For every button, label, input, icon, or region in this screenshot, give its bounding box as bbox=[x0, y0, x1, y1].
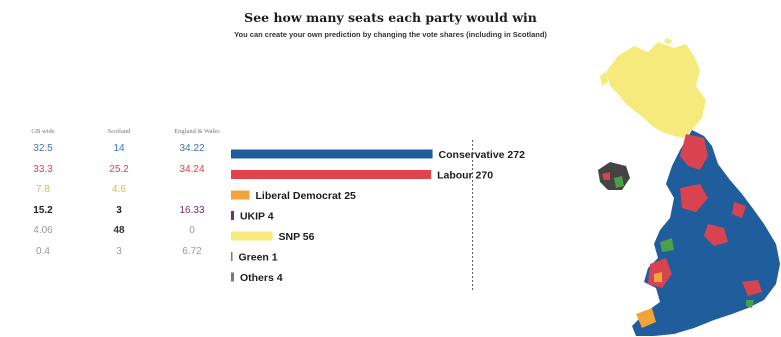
bar-green bbox=[231, 252, 233, 261]
gb-share-input-snp[interactable]: 4.06 bbox=[33, 225, 53, 236]
gb-share-input-ukip[interactable]: 15.2 bbox=[33, 204, 53, 216]
map-region-green-wales bbox=[660, 238, 674, 252]
map-region-labour-midlands bbox=[704, 224, 728, 246]
scotland-share-input-labour[interactable]: 25.2 bbox=[109, 163, 129, 175]
bar-ukip bbox=[231, 211, 234, 220]
bar-labour bbox=[231, 170, 432, 179]
bar-label-conservative: Conservative 272 bbox=[439, 149, 526, 161]
map-island-orkney bbox=[664, 38, 672, 44]
column-header-gb: GB wide bbox=[31, 128, 55, 135]
map-region-libdem-southwest bbox=[636, 308, 656, 328]
column-header-england-wales: England & Wales bbox=[174, 128, 220, 135]
map-region-labour-northwest bbox=[680, 184, 708, 212]
map-region-ni-other bbox=[602, 172, 610, 180]
scotland-share-input-ukip[interactable]: 3 bbox=[116, 204, 122, 216]
bar-conservative bbox=[231, 149, 433, 159]
bar-snp bbox=[231, 231, 273, 241]
bar-label-others: Others 4 bbox=[240, 272, 283, 284]
england-wales-share-input-ukip[interactable]: 16.33 bbox=[179, 204, 205, 216]
map-region-labour-north bbox=[680, 134, 708, 170]
england-wales-share-input-snp[interactable]: 0 bbox=[189, 225, 195, 236]
map-region-green-south bbox=[746, 300, 754, 308]
scotland-share-input-snp[interactable]: 48 bbox=[113, 225, 125, 236]
england-wales-share-input-labour[interactable]: 34.24 bbox=[179, 163, 205, 175]
column-header-scotland: Scotland bbox=[107, 128, 131, 135]
bar-liberal-democrat bbox=[231, 190, 250, 200]
map-region-libdem-wales bbox=[654, 272, 662, 282]
page-title: See how many seats each party would win bbox=[244, 10, 537, 25]
gb-share-input-conservative[interactable]: 32.5 bbox=[33, 143, 53, 154]
england-wales-share-input-green[interactable]: 6.72 bbox=[182, 245, 202, 257]
page-subtitle: You can create your own prediction by ch… bbox=[234, 30, 547, 39]
scotland-share-input-liberal-democrat[interactable]: 4.6 bbox=[112, 184, 126, 195]
map-region-labour-east bbox=[732, 202, 746, 218]
gb-share-input-green[interactable]: 0.4 bbox=[36, 245, 50, 257]
map-region-labour-london bbox=[742, 280, 762, 296]
map-region-scotland bbox=[606, 42, 706, 138]
bar-label-labour: Labour 270 bbox=[437, 170, 493, 182]
gb-share-input-liberal-democrat[interactable]: 7.8 bbox=[36, 184, 50, 195]
bar-label-green: Green 1 bbox=[239, 252, 278, 264]
england-wales-share-input-conservative[interactable]: 34.22 bbox=[179, 143, 205, 154]
uk-results-map bbox=[598, 38, 780, 336]
map-island-scotland bbox=[600, 72, 608, 86]
bar-label-ukip: UKIP 4 bbox=[240, 211, 274, 223]
bar-others bbox=[231, 272, 234, 282]
gb-share-input-labour[interactable]: 33.3 bbox=[33, 163, 53, 175]
bar-label-snp: SNP 56 bbox=[278, 231, 314, 243]
map-region-ni-nationalist bbox=[614, 176, 624, 188]
scotland-share-input-conservative[interactable]: 14 bbox=[113, 143, 125, 154]
scotland-share-input-green[interactable]: 3 bbox=[116, 245, 122, 257]
bar-label-liberal-democrat: Liberal Democrat 25 bbox=[256, 190, 357, 202]
